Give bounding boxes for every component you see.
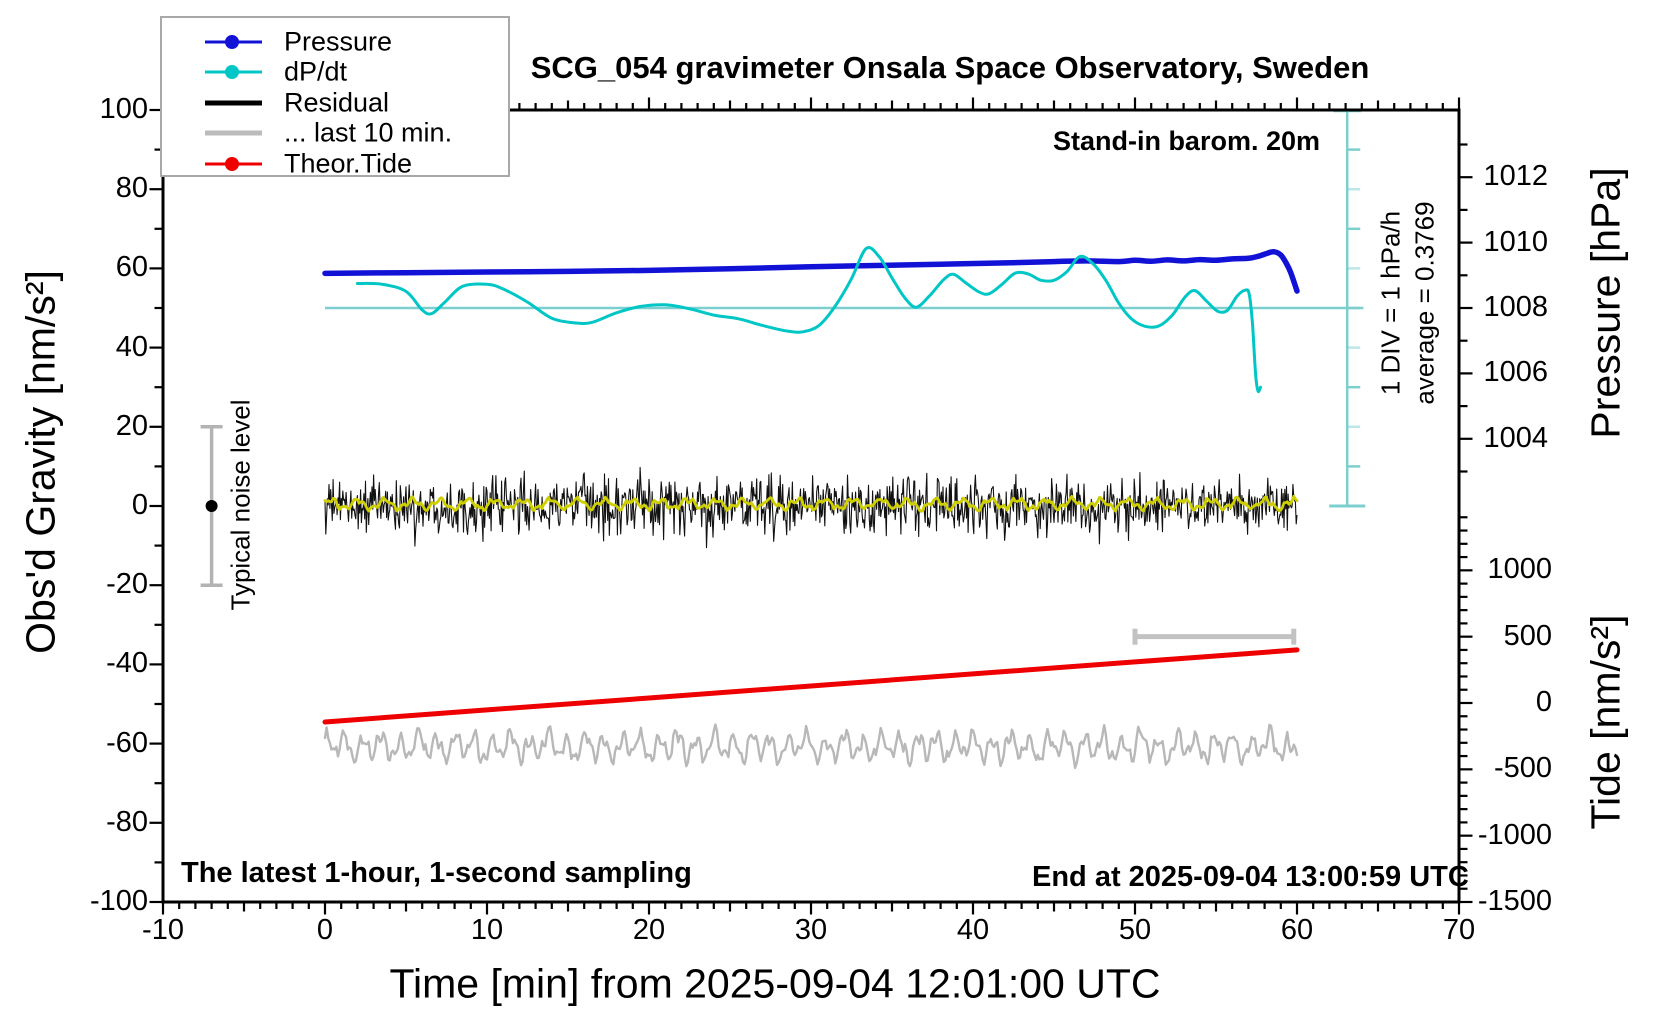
sampling-annotation: The latest 1-hour, 1-second sampling <box>181 857 692 889</box>
average-annotation: average = 0.3769 <box>1409 201 1440 405</box>
legend-dot <box>225 156 239 171</box>
legend-dot <box>225 65 239 80</box>
gravity-tick-label: -60 <box>106 726 148 759</box>
x-axis-title: Time [min] from 2025-09-04 12:01:00 UTC <box>389 960 1161 1007</box>
noise-level-annotation: Typical noise level <box>225 399 256 611</box>
x-tick-label: 10 <box>470 914 504 946</box>
gravity-axis-title: Obs'd Gravity [nm/s²] <box>17 270 64 654</box>
legend: Pressure dP/dt Residual... last 10 min. The… <box>160 16 510 179</box>
legend-line-swatch <box>205 100 262 106</box>
gravity-tick-label: -80 <box>106 805 148 838</box>
gravity-tick-label: 40 <box>115 330 148 363</box>
x-tick-label: 20 <box>632 914 666 946</box>
pressure-axis-title: Pressure [hPa] <box>1582 167 1629 439</box>
dpdt-line <box>355 246 1262 394</box>
tide-tick-label: 500 <box>1503 619 1552 652</box>
legend-item-dp-dt: dP/dt <box>162 57 508 87</box>
tide-tick-label: -1500 <box>1477 885 1552 917</box>
tide-tick-label: -500 <box>1493 752 1552 785</box>
legend-label: Pressure <box>284 26 393 57</box>
gravity-tick-label: -100 <box>89 885 148 917</box>
noise-level-dot <box>205 500 218 512</box>
x-tick-label: 70 <box>1442 914 1476 946</box>
div-scale-annotation: 1 DIV = 1 hPa/h <box>1375 210 1406 396</box>
pressure-tick-label: 1012 <box>1483 160 1548 193</box>
legend-label: ... last 10 min. <box>284 117 453 148</box>
legend-label: dP/dt <box>284 56 348 87</box>
page-title: SCG_054 gravimeter Onsala Space Observat… <box>530 50 1370 85</box>
pressure-tick-label: 1010 <box>1483 225 1548 258</box>
pressure-tick-label: 1008 <box>1483 291 1548 323</box>
residual-smoothed-trace <box>323 494 1299 513</box>
gray-detrended-trace <box>323 723 1299 770</box>
gravity-tick-label: 0 <box>131 489 148 521</box>
gravity-tick-label: 60 <box>115 251 148 284</box>
tide-tick-label: -1000 <box>1477 818 1552 851</box>
gravity-tick-label: -40 <box>106 647 148 680</box>
x-tick-label: 30 <box>794 914 828 946</box>
barometer-annotation: Stand-in barom. 20m <box>1052 126 1320 156</box>
gravity-tick-label: 80 <box>115 172 148 205</box>
pressure-line <box>322 248 1300 294</box>
plot-frame <box>161 108 1461 904</box>
x-tick-label: 0 <box>316 914 334 946</box>
gravity-tick-label: 100 <box>99 93 148 125</box>
tide-tick-label: 0 <box>1535 686 1552 718</box>
gravity-tick-label: -20 <box>106 568 148 601</box>
legend-dot <box>225 35 239 49</box>
legend-line-swatch <box>205 130 262 136</box>
legend-label: Theor.Tide <box>284 148 413 179</box>
legend-item-residual: Residual <box>162 87 508 118</box>
tide-tick-label: 1000 <box>1487 553 1552 586</box>
x-tick-label: -10 <box>142 914 184 946</box>
legend-item-theor-tide: Theor.Tide <box>162 148 508 179</box>
tide-axis-title: Tide [nm/s²] <box>1582 614 1629 830</box>
legend-label: Residual <box>284 87 390 118</box>
pressure-tick-label: 1006 <box>1483 356 1548 389</box>
gravity-tick-label: 20 <box>115 409 148 442</box>
x-tick-label: 60 <box>1280 914 1314 946</box>
x-tick-label: 40 <box>956 914 990 946</box>
legend-item--last-10-min-: ... last 10 min. <box>162 118 508 148</box>
pressure-tick-label: 1004 <box>1483 421 1548 454</box>
legend-item-pressure: Pressure <box>162 27 508 57</box>
theoretical-tide-line <box>322 647 1300 725</box>
end-time-annotation: End at 2025-09-04 13:00:59 UTC <box>1032 861 1469 893</box>
x-tick-label: 50 <box>1118 914 1152 946</box>
